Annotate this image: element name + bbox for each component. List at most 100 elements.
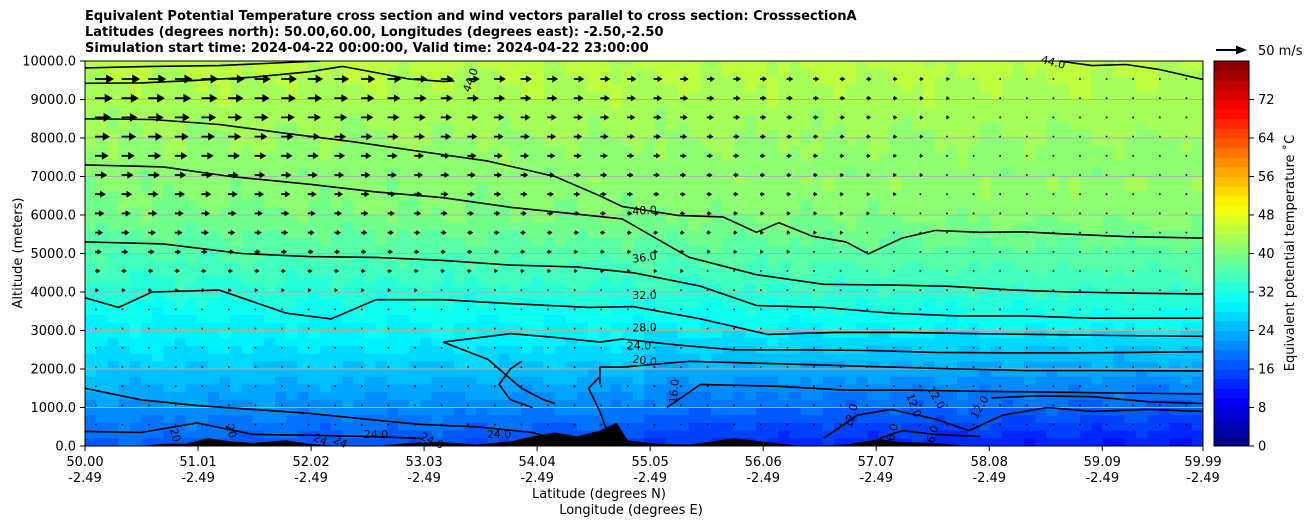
field-cell xyxy=(532,76,544,85)
field-cell xyxy=(554,130,567,139)
field-cell xyxy=(241,292,254,301)
field-cell xyxy=(509,238,522,247)
field-cell xyxy=(889,91,902,101)
field-cell xyxy=(543,407,556,416)
field-cell xyxy=(1102,415,1115,424)
field-cell xyxy=(465,322,477,332)
field-cell xyxy=(386,122,399,131)
field-cell xyxy=(364,430,377,439)
field-cell xyxy=(1001,215,1014,224)
field-cell xyxy=(554,338,567,347)
field-cell xyxy=(1113,384,1126,393)
field-cell xyxy=(185,268,198,278)
field-cell xyxy=(688,168,701,178)
field-cell xyxy=(521,107,533,116)
field-cell xyxy=(342,245,354,255)
field-cell xyxy=(554,322,567,332)
field-cell xyxy=(174,330,187,339)
field-cell xyxy=(1147,168,1159,178)
field-cell xyxy=(297,345,310,355)
field-cell xyxy=(107,261,120,270)
field-cell xyxy=(442,369,455,378)
field-cell xyxy=(599,345,612,355)
field-cell xyxy=(1091,161,1103,170)
field-cell xyxy=(576,253,589,262)
field-cell xyxy=(353,407,366,416)
field-cell xyxy=(912,161,925,170)
field-cell xyxy=(85,245,97,255)
field-cell xyxy=(733,392,746,401)
field-cell xyxy=(1080,161,1092,170)
field-cell xyxy=(968,122,980,131)
field-cell xyxy=(442,353,455,362)
field-cell xyxy=(521,315,533,324)
field-cell xyxy=(498,384,511,393)
field-cell xyxy=(934,153,947,162)
field-cell xyxy=(655,338,667,347)
field-cell xyxy=(811,307,824,316)
field-cell xyxy=(822,91,835,101)
field-cell xyxy=(196,238,209,247)
field-cell xyxy=(711,76,723,85)
field-cell xyxy=(1080,422,1092,432)
field-cell xyxy=(308,61,321,70)
field-cell xyxy=(319,353,332,362)
field-cell xyxy=(375,330,388,339)
field-cell xyxy=(1035,268,1048,278)
field-cell xyxy=(979,91,992,101)
field-cell xyxy=(968,430,980,439)
field-cell xyxy=(319,415,332,424)
field-cell xyxy=(666,415,679,424)
field-cell xyxy=(297,153,310,162)
field-cell xyxy=(275,353,287,362)
field-cell xyxy=(576,99,589,108)
field-cell xyxy=(1191,130,1203,139)
field-cell xyxy=(666,230,679,239)
field-cell xyxy=(845,353,858,362)
field-cell xyxy=(722,168,735,178)
field-cell xyxy=(934,199,947,208)
field-cell xyxy=(599,384,612,393)
field-cell xyxy=(398,184,410,193)
field-cell xyxy=(129,222,142,231)
field-cell xyxy=(722,369,735,378)
field-cell xyxy=(230,415,243,424)
field-cell xyxy=(867,107,880,116)
field-cell xyxy=(834,376,846,385)
field-cell xyxy=(1001,145,1014,154)
field-cell xyxy=(565,168,578,178)
field-cell xyxy=(409,369,421,378)
field-cell xyxy=(308,138,321,147)
field-cell xyxy=(744,161,757,170)
field-cell xyxy=(1012,361,1025,370)
field-cell xyxy=(185,199,198,208)
field-cell xyxy=(1057,430,1070,439)
field-cell xyxy=(934,361,947,370)
field-cell xyxy=(901,276,913,285)
field-cell xyxy=(487,384,500,393)
field-cell xyxy=(1091,145,1103,154)
field-cell xyxy=(498,76,511,85)
field-cell xyxy=(1147,430,1159,439)
field-cell xyxy=(845,315,858,324)
field-cell xyxy=(1169,91,1182,101)
field-cell xyxy=(286,399,299,409)
field-cell xyxy=(353,184,366,193)
field-cell xyxy=(1135,392,1148,401)
field-cell xyxy=(420,384,433,393)
field-cell xyxy=(330,299,343,308)
field-cell xyxy=(364,399,377,409)
field-cell xyxy=(152,315,164,324)
field-cell xyxy=(107,107,120,116)
field-cell xyxy=(834,199,846,208)
field-cell xyxy=(509,153,522,162)
field-cell xyxy=(1124,245,1137,255)
field-cell xyxy=(979,369,992,378)
field-cell xyxy=(711,369,723,378)
field-cell xyxy=(1068,107,1081,116)
field-cell xyxy=(599,268,612,278)
field-cell xyxy=(129,392,142,401)
field-cell xyxy=(1091,84,1103,93)
field-cell xyxy=(85,91,97,101)
field-cell xyxy=(945,292,958,301)
